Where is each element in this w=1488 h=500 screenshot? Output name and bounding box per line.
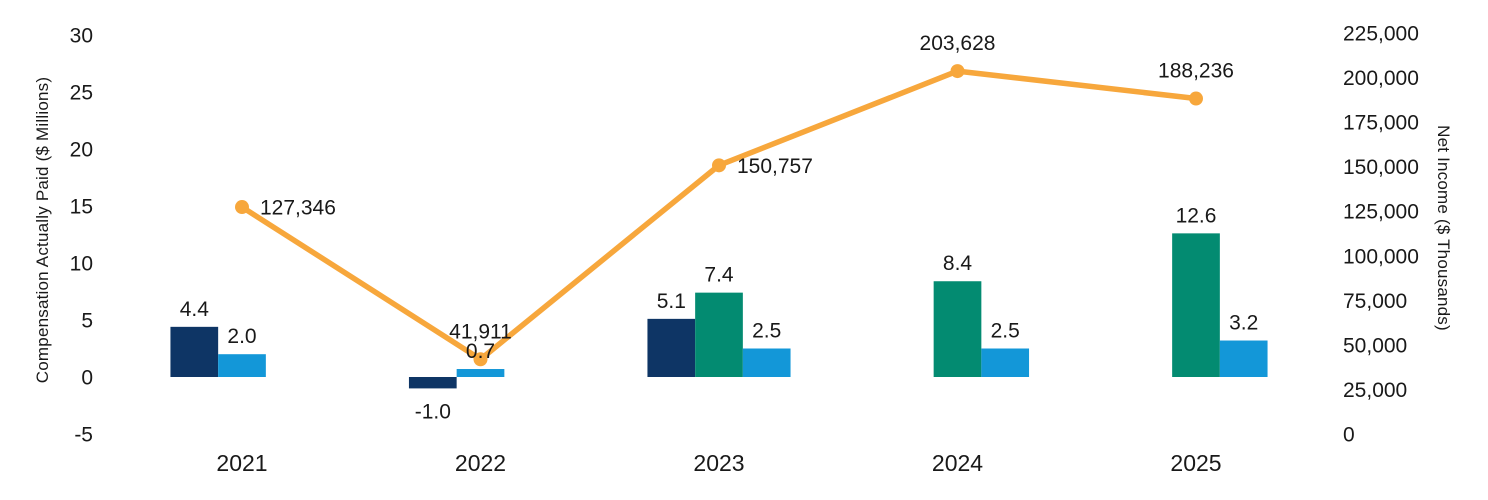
bar-value-label: 7.4	[704, 264, 734, 287]
bar-bar-series-teal	[1172, 233, 1220, 377]
left-axis-tick-label: 25	[70, 82, 93, 105]
line-value-label: 203,628	[920, 32, 996, 55]
bar-value-label: 8.4	[943, 252, 973, 275]
bar-value-label: 12.6	[1176, 204, 1217, 227]
right-axis-tick-label: 50,000	[1343, 334, 1407, 357]
bar-bar-series-light-blue	[742, 348, 791, 377]
bar-value-label: 0.7	[466, 340, 495, 363]
left-axis-tick-label: 30	[70, 25, 93, 48]
bar-value-label: 3.2	[1229, 312, 1258, 335]
line-value-label: 127,346	[260, 197, 336, 220]
bar-bar-series-dark-blue	[170, 326, 219, 377]
bar-value-label: 2.5	[991, 320, 1020, 343]
line-value-label: 188,236	[1158, 60, 1234, 83]
left-axis-tick-label: 20	[70, 139, 93, 162]
line-value-label: 150,757	[737, 155, 813, 178]
right-axis-tick-label: 25,000	[1343, 379, 1407, 402]
x-axis-year-label: 2024	[932, 450, 983, 476]
line-point-marker	[712, 158, 726, 173]
bar-bar-series-dark-blue	[647, 318, 696, 377]
left-axis-title: Compensation Actually Paid ($ Millions)	[33, 76, 52, 384]
x-axis-year-label: 2022	[455, 450, 506, 476]
bar-value-label: 2.5	[752, 320, 781, 343]
line-point-marker	[235, 200, 249, 215]
right-axis-tick-label: 75,000	[1343, 290, 1407, 313]
bar-value-label: -1.0	[415, 400, 451, 423]
right-axis-tick-label: 125,000	[1343, 201, 1419, 224]
bar-bar-series-teal	[695, 292, 743, 377]
bar-bar-series-light-blue	[1219, 340, 1268, 377]
line-point-marker	[473, 352, 488, 367]
x-axis-year-label: 2021	[216, 450, 267, 476]
left-axis-tick-label: 10	[70, 253, 93, 276]
line-point-marker	[1189, 91, 1203, 106]
bar-bar-series-dark-blue	[408, 377, 457, 389]
right-axis-tick-label: 100,000	[1343, 245, 1419, 268]
left-axis-tick-label: 0	[81, 367, 93, 390]
x-axis-year-label: 2025	[1170, 450, 1221, 476]
bar-value-label: 2.0	[227, 325, 256, 348]
line-point-marker	[950, 64, 965, 79]
right-axis-tick-label: 150,000	[1343, 156, 1419, 179]
bar-bar-series-light-blue	[981, 348, 1030, 377]
bar-value-label: 5.1	[657, 290, 686, 313]
right-axis-title: Net Income ($ Thousands)	[1434, 125, 1453, 331]
left-axis-tick-label: 15	[70, 196, 93, 219]
bar-value-label: 4.4	[180, 298, 210, 321]
bar-bar-series-teal	[933, 281, 982, 377]
right-axis-tick-label: 0	[1343, 424, 1355, 447]
x-axis-year-label: 2023	[693, 450, 744, 476]
right-axis-tick-label: 200,000	[1343, 67, 1419, 90]
right-axis-tick-label: 225,000	[1343, 23, 1419, 46]
left-axis-tick-label: -5	[74, 424, 93, 447]
bar-bar-series-light-blue	[218, 354, 266, 377]
bar-bar-series-light-blue	[456, 369, 505, 377]
left-axis-tick-label: 5	[81, 310, 93, 333]
right-axis-tick-label: 175,000	[1343, 112, 1419, 135]
line-value-label: 41,911	[449, 320, 512, 343]
